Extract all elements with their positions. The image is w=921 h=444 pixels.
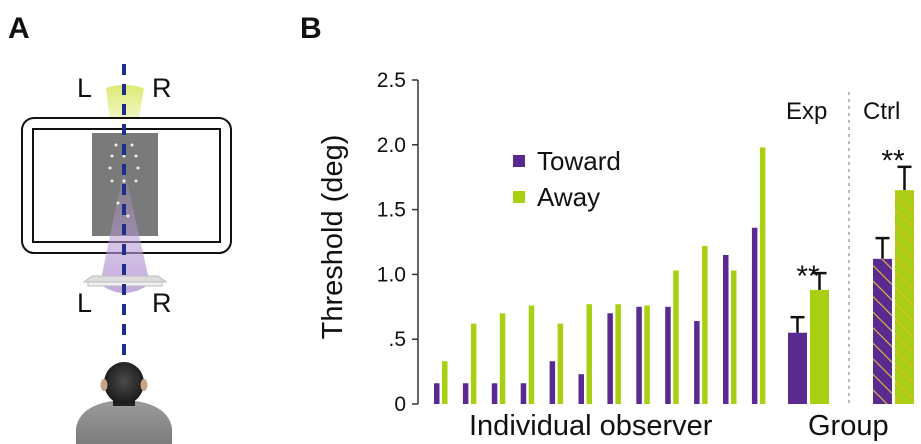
legend-away-label: Away [537, 182, 600, 212]
bar-toward-observer-11 [723, 254, 729, 404]
legend: Toward Away [513, 146, 621, 212]
bar-away-observer-8 [644, 305, 650, 404]
y-tick-label: 2.0 [377, 134, 406, 157]
observer-right-ear [140, 379, 148, 391]
bar-away-observer-3 [499, 313, 506, 404]
y-tick-label: 1.0 [377, 263, 406, 286]
y-tick-label: 0 [394, 393, 406, 416]
y-axis-title: Threshold (deg) [317, 135, 349, 340]
bar-toward-observer-10 [694, 321, 700, 404]
observer-left-ear [100, 379, 108, 391]
bar-toward-observer-2 [462, 383, 469, 404]
bar-away-observer-10 [702, 245, 708, 404]
x-axis-group-label: Group [808, 410, 889, 442]
bar-toward-observer-9 [665, 306, 671, 404]
base-plate [82, 275, 168, 287]
bar-away-observer-11 [731, 270, 737, 404]
observer-head [104, 362, 144, 404]
bottom-left-label: L [77, 288, 92, 318]
bar-away-observer-2 [470, 323, 477, 404]
top-left-label: L [77, 73, 92, 103]
bottom-right-label: R [152, 288, 172, 318]
group-label-ctrl: Ctrl [863, 98, 900, 125]
bar-away-observer-9 [673, 270, 679, 404]
bar-away-observer-4 [528, 305, 535, 404]
legend-toward-label: Toward [537, 146, 621, 176]
bar-away-observer-5 [557, 323, 564, 404]
group-annotations: ** ** [796, 145, 905, 293]
legend-away-swatch [513, 191, 525, 203]
bar-toward-observer-4 [520, 383, 527, 404]
y-tick-label: 2.5 [377, 69, 406, 92]
bar-away-observer-6 [586, 304, 592, 404]
x-axis-individual-label: Individual observer [469, 410, 713, 442]
bar-away-exp [810, 289, 829, 404]
y-axis: 0 .5 1.0 1.5 2.0 2.5 [377, 69, 419, 416]
bar-toward-observer-7 [607, 313, 613, 404]
stimulus-dots [108, 143, 140, 218]
panel-a-label: A [8, 12, 30, 45]
top-right-label: R [152, 73, 172, 103]
significance-ctrl: ** [881, 145, 905, 178]
significance-exp: ** [796, 260, 820, 293]
bar-toward-observer-12 [751, 227, 758, 404]
y-tick-label: 1.5 [377, 199, 406, 222]
bar-toward-exp [788, 332, 807, 404]
y-tick-label: .5 [388, 328, 406, 351]
observer-body [76, 401, 172, 444]
bar-toward-observer-6 [578, 374, 584, 404]
bar-toward-observer-8 [636, 306, 642, 404]
legend-toward-swatch [513, 155, 525, 167]
bars [434, 147, 914, 404]
bar-away-observer-1 [442, 361, 448, 404]
panel-b-label: B [300, 12, 322, 45]
bar-toward-observer-5 [549, 361, 556, 404]
bar-away-observer-7 [615, 304, 621, 404]
bar-away-ctrl [895, 190, 914, 404]
observer-figure [76, 362, 172, 444]
display-schematic: L R L R [21, 64, 232, 444]
bar-toward-observer-1 [434, 383, 440, 404]
bar-toward-ctrl [873, 258, 892, 404]
bar-away-observer-12 [759, 147, 766, 404]
group-label-exp: Exp [786, 98, 827, 125]
bar-toward-observer-3 [491, 383, 498, 404]
